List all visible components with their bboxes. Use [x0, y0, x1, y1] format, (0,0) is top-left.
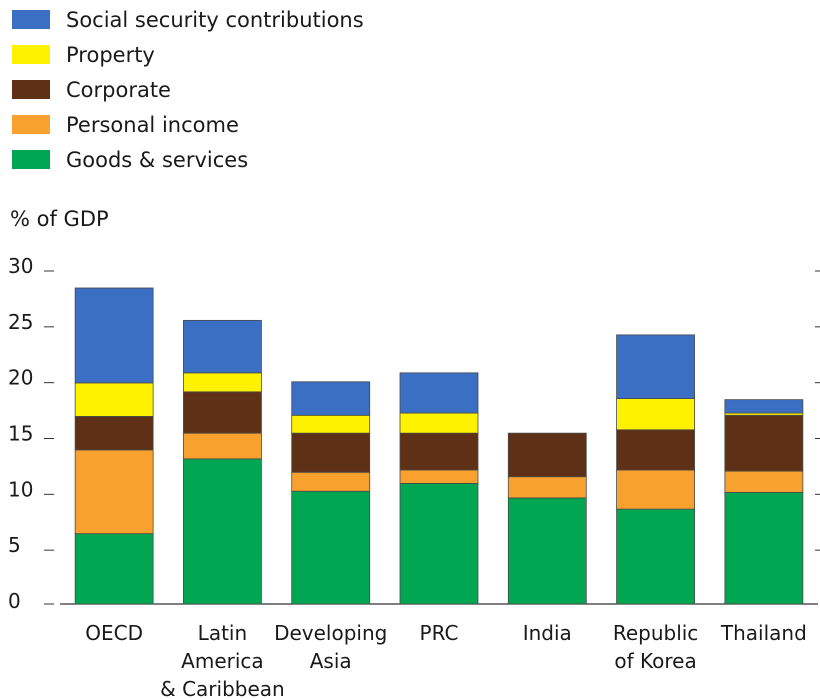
bar-segment	[507, 432, 587, 478]
y-tick-label: 25	[8, 310, 33, 334]
x-tick-label: OECD	[85, 621, 143, 645]
x-tick-label: Thailand	[720, 621, 807, 645]
legend-item: Property	[12, 37, 364, 72]
bar-segment	[616, 508, 695, 605]
x-tick-label: Developing	[274, 621, 387, 645]
bar-segment	[399, 469, 479, 484]
legend-swatch	[12, 115, 50, 134]
bar-segment	[291, 381, 371, 416]
bar-segment	[507, 497, 587, 605]
bar-segment	[399, 482, 479, 605]
y-tick-label: 10	[8, 477, 33, 501]
bar-segment	[291, 490, 371, 605]
legend-swatch	[12, 10, 50, 29]
bar-segment	[724, 470, 804, 493]
bar-segment	[291, 432, 371, 473]
legend-label: Property	[66, 42, 155, 67]
y-tick-label: 0	[8, 589, 21, 613]
legend-label: Social security contributions	[66, 7, 364, 32]
x-tick-label: & Caribbean	[160, 677, 285, 699]
bar-segment	[291, 471, 371, 492]
legend-label: Personal income	[66, 112, 239, 137]
bar-segment	[183, 372, 262, 393]
y-tick-label: 30	[8, 254, 33, 278]
legend-swatch	[12, 80, 50, 99]
bar-segment	[507, 476, 587, 499]
y-tick-label: 20	[8, 366, 33, 390]
legend-item: Goods & services	[12, 142, 364, 177]
y-tick-label: 5	[8, 533, 21, 557]
bar-segment	[724, 399, 804, 414]
bar-segment	[616, 469, 695, 510]
bar-segment	[74, 415, 154, 451]
bar-segment	[183, 458, 262, 605]
x-tick-label: Republic	[613, 621, 698, 645]
bar-segment	[74, 449, 154, 535]
bar-segment	[74, 287, 154, 384]
bar-segment	[183, 391, 262, 434]
legend-label: Corporate	[66, 77, 171, 102]
legend-item: Social security contributions	[12, 2, 364, 37]
legend-label: Goods & services	[66, 147, 249, 172]
x-tick-label: of Korea	[614, 649, 696, 673]
y-tick-label: 15	[8, 422, 33, 446]
bar-segment	[724, 491, 804, 605]
bar-segment	[399, 432, 479, 471]
bar-segment	[616, 429, 695, 471]
bar-segment	[74, 533, 154, 605]
y-axis-label: % of GDP	[10, 207, 109, 231]
bar-segment	[399, 372, 479, 414]
bar-segment	[74, 382, 154, 417]
bar-segment	[291, 414, 371, 434]
bar-segment	[616, 334, 695, 399]
bar-segment	[616, 398, 695, 431]
bar-segment	[399, 412, 479, 434]
legend-item: Personal income	[12, 107, 364, 142]
bar-segment	[724, 414, 804, 472]
x-tick-label: Asia	[310, 649, 352, 673]
legend-swatch	[12, 150, 50, 169]
x-tick-label: America	[181, 649, 264, 673]
bar-segment	[183, 319, 262, 374]
legend-swatch	[12, 45, 50, 64]
x-tick-label: Latin	[198, 621, 247, 645]
x-tick-label: PRC	[420, 621, 459, 645]
legend-item: Corporate	[12, 72, 364, 107]
legend: Social security contributions Property Cor…	[12, 2, 364, 177]
x-tick-label: India	[523, 621, 572, 645]
bar-segment	[183, 432, 262, 460]
